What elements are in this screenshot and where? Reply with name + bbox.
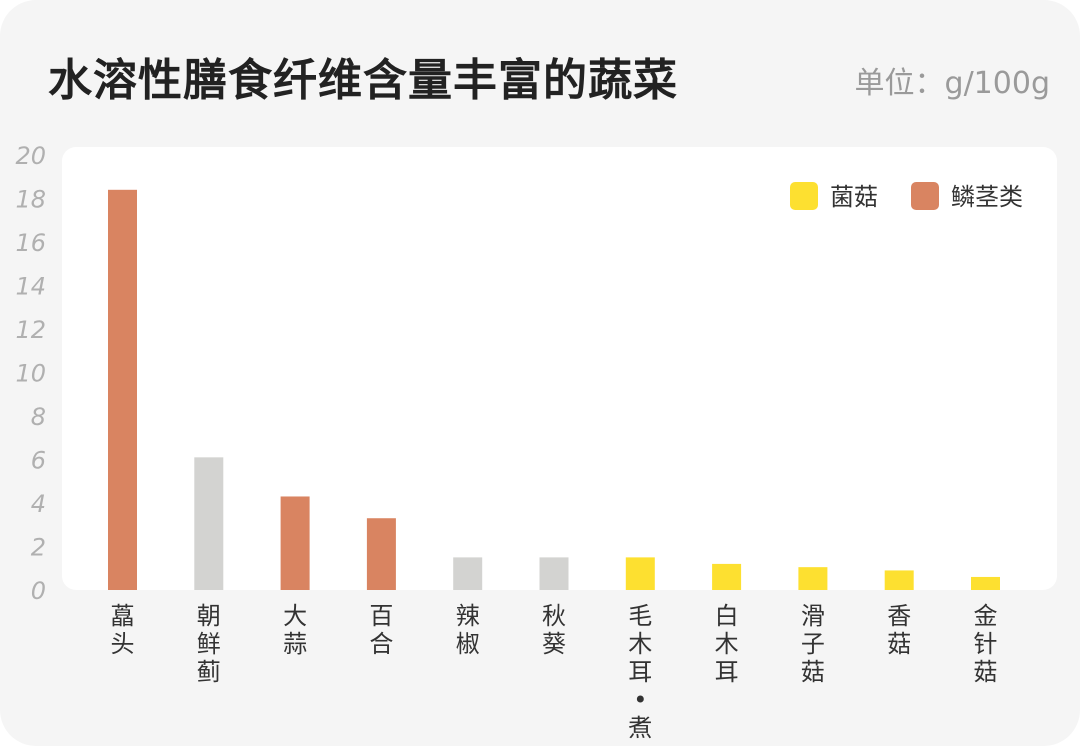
x-tick-label: 大蒜 (283, 602, 307, 658)
x-tick-label-char: 耳 (715, 658, 739, 686)
x-tick-label-char: 百 (369, 602, 393, 630)
legend-label: 菌菇 (830, 183, 878, 211)
y-tick-label: 0 (31, 577, 46, 605)
x-tick-label-char: 木 (628, 630, 652, 658)
legend-swatch-bulb (911, 182, 939, 210)
y-tick-label: 6 (31, 447, 46, 475)
legend: 菌菇 鳞茎类 (790, 182, 1023, 211)
legend-swatch-fungi (790, 182, 818, 210)
legend-label: 鳞茎类 (951, 183, 1023, 211)
x-tick-label-char: 菇 (801, 658, 825, 686)
chart-title: 水溶性膳食纤维含量丰富的蔬菜 (48, 55, 678, 106)
bar-香菇 (884, 570, 914, 590)
x-tick-label: 滑子菇 (801, 602, 825, 686)
x-tick-label: 百合 (369, 602, 393, 658)
x-tick-label: 金针菇 (974, 602, 998, 686)
x-tick-label-char: 合 (369, 630, 393, 658)
y-tick-label: 16 (15, 229, 46, 257)
x-tick-label-char: 毛 (628, 602, 652, 630)
x-tick-label-char: 椒 (456, 630, 480, 658)
x-tick-label-char: 耳 (628, 658, 652, 686)
unit-label: 单位：g/100g (854, 66, 1050, 101)
x-tick-label: 秋葵 (542, 602, 566, 658)
x-tick-label-char: 蓟 (197, 658, 221, 686)
bar-百合 (366, 518, 396, 590)
y-tick-label: 10 (15, 360, 46, 388)
bar-辣椒 (453, 557, 483, 590)
bar-金针菇 (971, 576, 1000, 590)
y-tick-label: 12 (15, 316, 46, 344)
y-tick-label: 8 (31, 403, 46, 431)
x-tick-label-char: 葵 (542, 630, 566, 658)
x-tick-label-char: 头 (111, 630, 135, 658)
x-tick-label-char: 大 (283, 602, 307, 630)
x-tick-label: 白木耳 (715, 602, 739, 686)
x-tick-label-char: 菇 (887, 630, 911, 658)
y-tick-label: 18 (15, 186, 46, 214)
bar-朝鲜蓟 (194, 457, 224, 590)
y-tick-label: 20 (15, 142, 46, 170)
y-tick-label: 2 (31, 534, 46, 562)
x-tick-label-char: 藠 (111, 602, 135, 630)
x-tick-label-char: 针 (974, 630, 998, 658)
x-tick-label-char: • (633, 686, 647, 714)
x-tick-label-char: 子 (801, 630, 825, 658)
x-tick-label-char: 辣 (456, 602, 480, 630)
x-tick-label: 毛木耳•煮 (628, 602, 652, 742)
x-tick-label: 香菇 (887, 602, 911, 658)
bars (108, 189, 1000, 591)
x-tick-label-char: 菇 (974, 658, 998, 686)
bar-藠头 (108, 189, 137, 591)
plot-background (62, 147, 1057, 590)
bar-滑子菇 (798, 567, 828, 590)
x-tick-label: 朝鲜蓟 (197, 602, 221, 686)
x-tick-label-char: 白 (715, 602, 739, 630)
x-tick-label: 辣椒 (456, 602, 480, 658)
x-tick-label-char: 鲜 (197, 630, 221, 658)
x-tick-label-char: 秋 (542, 602, 566, 630)
x-tick-label-char: 木 (715, 630, 739, 658)
x-tick-label: 藠头 (111, 602, 135, 658)
x-tick-label-char: 蒜 (283, 630, 307, 658)
x-tick-label-char: 煮 (628, 714, 652, 742)
y-tick-label: 4 (31, 490, 46, 518)
bar-秋葵 (539, 557, 569, 590)
y-tick-label: 14 (15, 273, 46, 301)
bar-大蒜 (280, 496, 310, 590)
x-tick-label-char: 香 (887, 602, 911, 630)
bar-白木耳 (712, 563, 742, 590)
y-axis: 0 2 4 6 8 10 12 14 16 18 20 (15, 142, 46, 605)
x-tick-label-char: 朝 (197, 602, 221, 630)
x-tick-label-char: 金 (974, 602, 998, 630)
x-tick-label-char: 滑 (801, 602, 825, 630)
bar-毛木耳·煮 (625, 557, 655, 590)
